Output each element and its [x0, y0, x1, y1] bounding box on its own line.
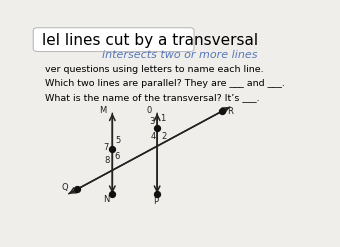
Text: 0: 0 [146, 106, 151, 115]
Point [154, 192, 160, 196]
Text: lel lines cut by a transversal: lel lines cut by a transversal [42, 33, 259, 48]
Text: intersects two or more lines: intersects two or more lines [102, 50, 257, 60]
Point [109, 192, 115, 196]
Text: N: N [103, 195, 110, 204]
Text: 2: 2 [161, 132, 167, 141]
Point [74, 187, 80, 191]
Text: R: R [227, 107, 233, 116]
Text: P: P [153, 197, 158, 206]
Text: 6: 6 [114, 152, 119, 161]
Text: 1: 1 [160, 114, 165, 124]
FancyBboxPatch shape [33, 28, 194, 52]
Text: What is the name of the transversal? It’s ___.: What is the name of the transversal? It’… [45, 94, 260, 103]
Point [109, 147, 115, 151]
Point [219, 109, 224, 113]
Text: Q: Q [62, 183, 68, 192]
Text: 4: 4 [150, 132, 155, 141]
Text: 7: 7 [103, 143, 108, 152]
Text: Which two lines are parallel? They are ___ and ___.: Which two lines are parallel? They are _… [45, 79, 285, 88]
Text: 3: 3 [149, 117, 154, 126]
Point [154, 126, 160, 130]
Text: ver questions using letters to name each line.: ver questions using letters to name each… [45, 65, 264, 74]
Text: 8: 8 [104, 156, 109, 165]
Text: M: M [99, 106, 106, 115]
Text: 5: 5 [115, 136, 120, 145]
